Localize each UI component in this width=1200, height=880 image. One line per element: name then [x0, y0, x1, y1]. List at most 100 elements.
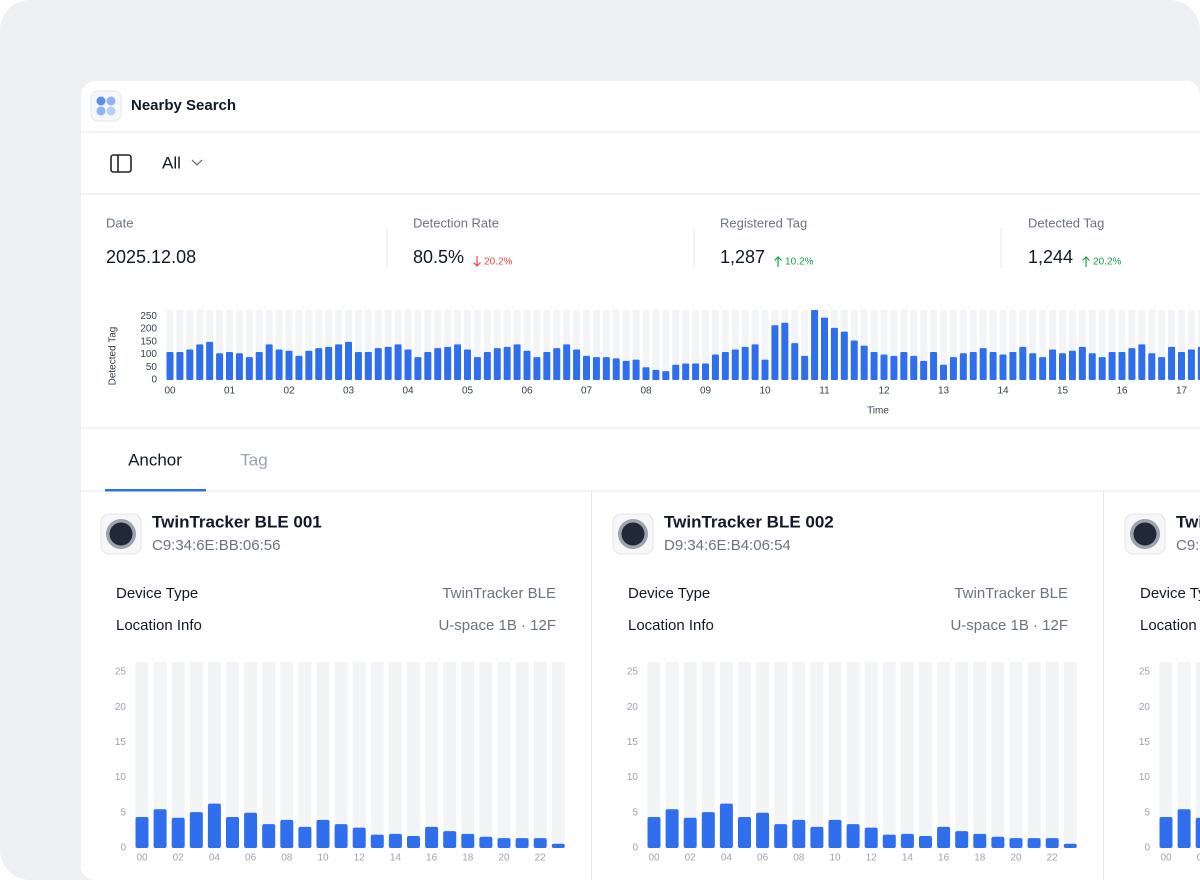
- bar: [719, 803, 733, 848]
- y-tick-label: 5: [120, 807, 126, 818]
- bar: [919, 836, 932, 848]
- bar-track: [870, 310, 878, 380]
- bar: [493, 348, 501, 380]
- x-tick-label: 17: [1176, 386, 1188, 397]
- bar-track: [135, 662, 149, 848]
- bar-track: [801, 310, 809, 380]
- x-tick-label: 02: [685, 853, 697, 864]
- sidebar-toggle[interactable]: [110, 154, 132, 173]
- bar-track: [999, 310, 1007, 380]
- bar-track: [721, 310, 729, 380]
- bar: [171, 817, 185, 848]
- bar-track: [354, 310, 362, 380]
- bar: [701, 812, 715, 848]
- x-tick-label: 10: [829, 853, 841, 864]
- bar: [533, 357, 541, 380]
- bar: [244, 812, 258, 848]
- bar: [305, 350, 313, 380]
- bar: [662, 371, 670, 380]
- bar: [738, 817, 751, 848]
- stat-label: Date: [106, 215, 133, 230]
- bar: [810, 826, 824, 848]
- bar-track: [207, 662, 221, 848]
- bar-track: [1019, 310, 1027, 380]
- bar: [781, 322, 789, 380]
- bar: [206, 341, 214, 380]
- filter-label: All: [162, 153, 181, 172]
- bar-track: [1177, 662, 1191, 848]
- bar: [414, 357, 422, 380]
- bar: [265, 344, 273, 380]
- bar: [850, 340, 858, 380]
- bar: [335, 344, 343, 380]
- bar: [900, 833, 914, 848]
- x-tick-label: 09: [700, 386, 712, 397]
- bar: [354, 352, 362, 380]
- tab[interactable]: Tag: [240, 450, 267, 469]
- device-mac: D9:34:6E:B4:06:54: [664, 537, 791, 554]
- bar-track: [702, 310, 709, 380]
- bar-track: [692, 310, 700, 380]
- bar-track: [583, 310, 590, 380]
- bar: [989, 352, 997, 380]
- x-tick-label: 16: [938, 853, 950, 864]
- bar-track: [665, 662, 679, 848]
- bar-track: [262, 662, 276, 848]
- y-tick-label: 0: [120, 843, 126, 854]
- bar: [702, 363, 709, 380]
- tab[interactable]: Anchor: [128, 450, 182, 469]
- bar: [642, 367, 650, 380]
- x-tick-label: 08: [793, 853, 805, 864]
- device-icon-face: [109, 522, 133, 546]
- bar: [443, 831, 457, 848]
- bar: [682, 363, 690, 380]
- bar-track: [503, 310, 511, 380]
- y-tick-label: 15: [627, 737, 639, 748]
- bar-track: [602, 310, 610, 380]
- x-tick-label: 18: [462, 853, 474, 864]
- bar: [801, 355, 809, 380]
- bar: [1049, 349, 1057, 380]
- bar-track: [741, 310, 749, 380]
- bar: [652, 369, 660, 380]
- x-tick-label: 02: [173, 853, 185, 864]
- x-tick-label: 16: [1116, 386, 1128, 397]
- bar-track: [414, 310, 422, 380]
- bar: [1088, 353, 1096, 380]
- bar-track: [244, 662, 258, 848]
- bar-track: [1158, 310, 1166, 380]
- y-tick-label: 15: [115, 737, 127, 748]
- bar: [973, 833, 987, 848]
- bar: [991, 836, 1005, 848]
- x-tick-label: 18: [974, 853, 986, 864]
- bar-track: [959, 310, 967, 380]
- bar: [1168, 346, 1176, 380]
- bar-track: [334, 662, 348, 848]
- bar: [930, 352, 938, 380]
- bar: [792, 819, 806, 848]
- filter-dropdown[interactable]: All: [162, 153, 203, 172]
- x-tick-label: 22: [1047, 853, 1059, 864]
- device-mac: C9:34:6E:BB:06:57: [1176, 537, 1200, 554]
- bar: [821, 317, 828, 380]
- bar: [1068, 350, 1076, 380]
- bar-track: [255, 310, 263, 380]
- bar-track: [1063, 662, 1077, 848]
- tab-indicator: [105, 489, 206, 492]
- device-name: TwinTracker BLE 002: [664, 512, 834, 531]
- bar: [207, 803, 221, 848]
- window: Nearby Search All Date 2025.12.08 Detectio…: [80, 80, 1200, 880]
- bar: [352, 827, 366, 848]
- bar-track: [846, 662, 860, 848]
- bar: [761, 359, 769, 380]
- bar-track: [171, 662, 185, 848]
- bar: [880, 354, 888, 380]
- bar-track: [731, 310, 739, 380]
- stat-change: 20.2%: [484, 257, 512, 268]
- bar: [275, 349, 283, 380]
- bar-track: [612, 310, 620, 380]
- x-tick-label: 12: [878, 386, 890, 397]
- bar: [791, 343, 799, 380]
- bar: [890, 355, 898, 380]
- bar: [910, 355, 918, 380]
